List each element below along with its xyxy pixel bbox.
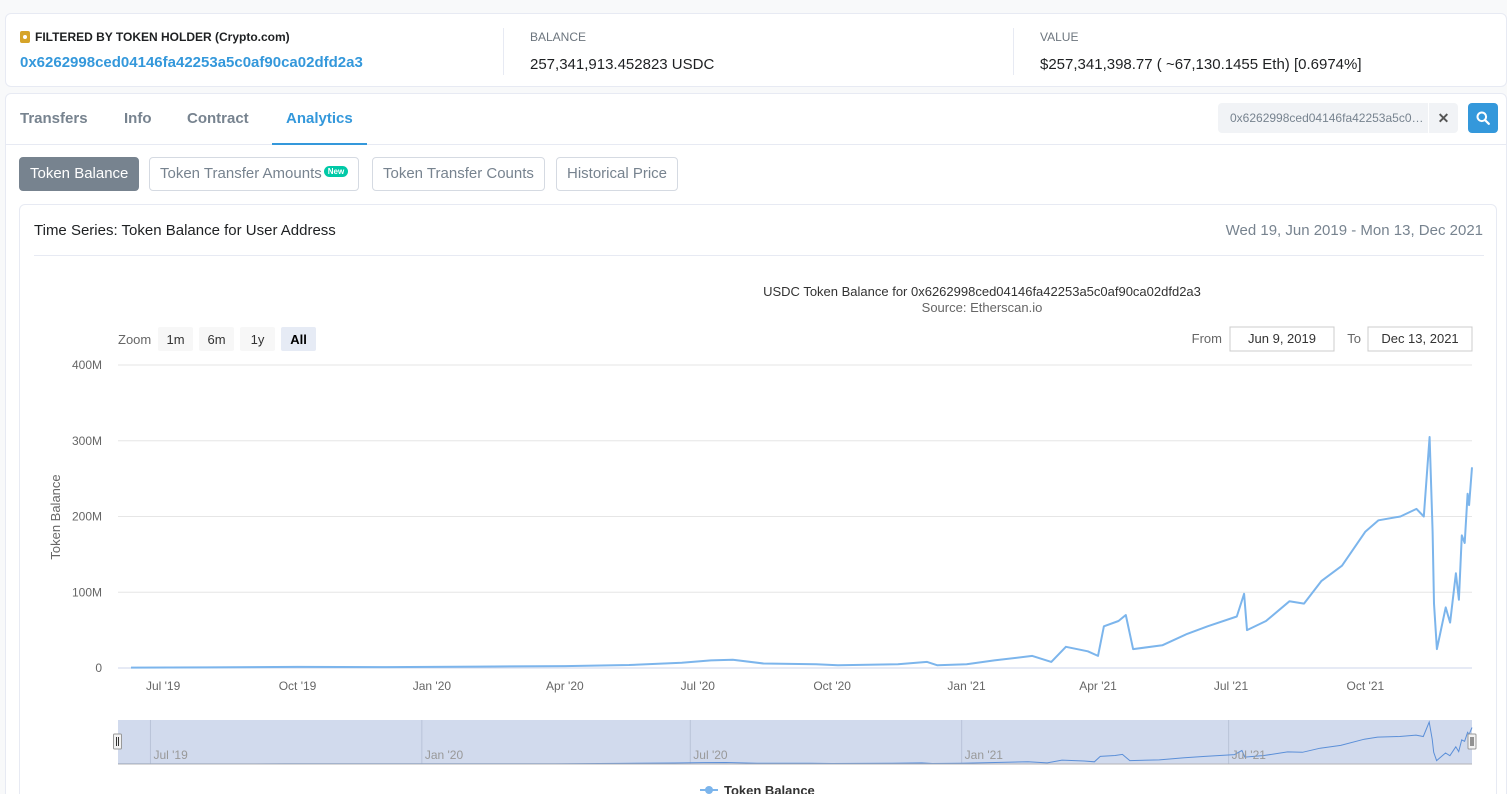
- address-search-value: 0x6262998ced04146fa42253a5c0af90ca02dfd2…: [1230, 111, 1426, 125]
- value-column: VALUE $257,341,398.77 ( ~67,130.1455 Eth…: [1040, 28, 1500, 75]
- historical-price-button[interactable]: Historical Price: [556, 157, 679, 191]
- holder-column: FILTERED BY TOKEN HOLDER (Crypto.com) 0x…: [20, 28, 504, 75]
- to-date-input[interactable]: Dec 13, 2021: [1367, 326, 1473, 352]
- navigator-tick-label: Jan '21: [965, 748, 1004, 762]
- zoom-1y-label: 1y: [251, 332, 265, 347]
- chart-panel-title: Time Series: Token Balance for User Addr…: [34, 222, 336, 239]
- to-label: To: [1347, 331, 1361, 346]
- navigator-series-line: [118, 720, 1473, 765]
- x-tick-label: Apr '20: [546, 679, 584, 693]
- search-icon: [1476, 111, 1490, 125]
- x-tick-label: Oct '19: [279, 679, 317, 693]
- y-tick-label: 100M: [72, 585, 102, 599]
- navigator-tick-label: Jan '20: [425, 748, 464, 762]
- tab-analytics[interactable]: Analytics: [272, 94, 367, 145]
- search-button[interactable]: [1468, 103, 1498, 133]
- token-transfer-counts-button[interactable]: Token Transfer Counts: [372, 157, 545, 191]
- chart-subtitle: Source: Etherscan.io: [922, 300, 1043, 315]
- tab-info[interactable]: Info: [124, 110, 152, 127]
- token-holder-summary: FILTERED BY TOKEN HOLDER (Crypto.com) 0x…: [5, 13, 1507, 87]
- filter-label: FILTERED BY TOKEN HOLDER (Crypto.com): [20, 30, 503, 44]
- user-badge-icon: [20, 31, 30, 43]
- address-search-input[interactable]: 0x6262998ced04146fa42253a5c0af90ca02dfd2…: [1218, 103, 1458, 133]
- tab-contract[interactable]: Contract: [187, 110, 249, 127]
- holder-address-link[interactable]: 0x6262998ced04146fa42253a5c0af90ca02dfd2…: [20, 54, 363, 71]
- token-transfer-counts-label: Token Transfer Counts: [383, 165, 534, 182]
- navigator[interactable]: Jul '19 Jan '20 Jul '20 Jan '21 Jul '21: [113, 720, 1477, 765]
- navigator-gridlines: [149, 720, 1230, 764]
- navigator-mask: [118, 720, 1472, 764]
- to-date-value: Dec 13, 2021: [1381, 331, 1458, 346]
- zoom-all-label: All: [290, 332, 307, 347]
- from-label: From: [1192, 331, 1222, 346]
- balance-label: BALANCE: [530, 30, 587, 44]
- x-tick-label: Jul '19: [146, 679, 181, 693]
- balance-value: 257,341,913.452823 USDC: [530, 56, 715, 73]
- clear-search-button[interactable]: ✕: [1428, 103, 1458, 133]
- y-tick-label: 400M: [72, 358, 102, 372]
- navigator-right-handle[interactable]: [1467, 733, 1477, 750]
- navigator-tick-label: Jul '19: [153, 748, 188, 762]
- zoom-all-button[interactable]: All: [281, 327, 316, 351]
- zoom-1y-button[interactable]: 1y: [240, 327, 275, 351]
- token-balance-series-line: [130, 436, 1473, 669]
- chart-panel: Time Series: Token Balance for User Addr…: [19, 204, 1497, 794]
- x-tick-label: Jan '20: [413, 679, 452, 693]
- token-transfer-amounts-label: Token Transfer Amounts: [160, 165, 322, 182]
- gridlines: [118, 364, 1472, 593]
- zoom-1m-button[interactable]: 1m: [158, 327, 193, 351]
- x-tick-label: Apr '21: [1079, 679, 1117, 693]
- historical-price-label: Historical Price: [567, 165, 668, 182]
- zoom-6m-label: 6m: [207, 332, 225, 347]
- token-balance-chart: USDC Token Balance for 0x6262998ced04146…: [48, 284, 1477, 794]
- legend-item-token-balance[interactable]: Token Balance: [700, 783, 815, 794]
- navigator-left-handle[interactable]: [113, 733, 122, 750]
- y-axis-labels: 0 100M 200M 300M 400M: [72, 358, 102, 675]
- from-date-value: Jun 9, 2019: [1248, 331, 1316, 346]
- chart-panel-divider: [34, 255, 1484, 256]
- tab-transfers[interactable]: Transfers: [20, 110, 88, 127]
- value-value: $257,341,398.77 ( ~67,130.1455 Eth) [0.6…: [1040, 56, 1362, 73]
- zoom-1m-label: 1m: [166, 332, 184, 347]
- filter-label-text: FILTERED BY TOKEN HOLDER (Crypto.com): [35, 30, 290, 44]
- x-tick-label: Oct '20: [813, 679, 851, 693]
- navigator-tick-label: Jul '21: [1232, 748, 1267, 762]
- tab-bar: Transfers Info Contract Analytics 0x6262…: [6, 94, 1506, 145]
- y-tick-label: 300M: [72, 434, 102, 448]
- x-tick-label: Jan '21: [947, 679, 986, 693]
- token-balance-button[interactable]: Token Balance: [19, 157, 140, 191]
- y-tick-label: 0: [95, 661, 102, 675]
- value-label: VALUE: [1040, 30, 1079, 44]
- x-tick-label: Oct '21: [1347, 679, 1385, 693]
- y-axis-title: Token Balance: [48, 474, 63, 559]
- legend-marker: [705, 786, 713, 794]
- x-axis-labels: Jul '19 Oct '19 Jan '20 Apr '20 Jul '20 Oct '…: [146, 679, 1385, 693]
- y-tick-label: 200M: [72, 510, 102, 524]
- x-tick-label: Jul '21: [1214, 679, 1249, 693]
- token-transfer-amounts-button[interactable]: Token Transfer Amounts New: [149, 157, 360, 191]
- chart-panel-date-range: Wed 19, Jun 2019 - Mon 13, Dec 2021: [1225, 222, 1483, 239]
- from-date-input[interactable]: Jun 9, 2019: [1229, 326, 1335, 352]
- navigator-labels: Jul '19 Jan '20 Jul '20 Jan '21 Jul '21: [153, 748, 1266, 762]
- main-card: Transfers Info Contract Analytics 0x6262…: [5, 93, 1507, 794]
- token-balance-label: Token Balance: [30, 165, 129, 182]
- zoom-6m-button[interactable]: 6m: [199, 327, 234, 351]
- new-badge: New: [323, 166, 349, 177]
- navigator-tick-label: Jul '20: [693, 748, 728, 762]
- x-tick-label: Jul '20: [681, 679, 716, 693]
- chart-title: USDC Token Balance for 0x6262998ced04146…: [763, 284, 1201, 299]
- legend-label: Token Balance: [724, 783, 815, 794]
- zoom-label: Zoom: [118, 332, 151, 347]
- balance-column: BALANCE 257,341,913.452823 USDC: [530, 28, 1014, 75]
